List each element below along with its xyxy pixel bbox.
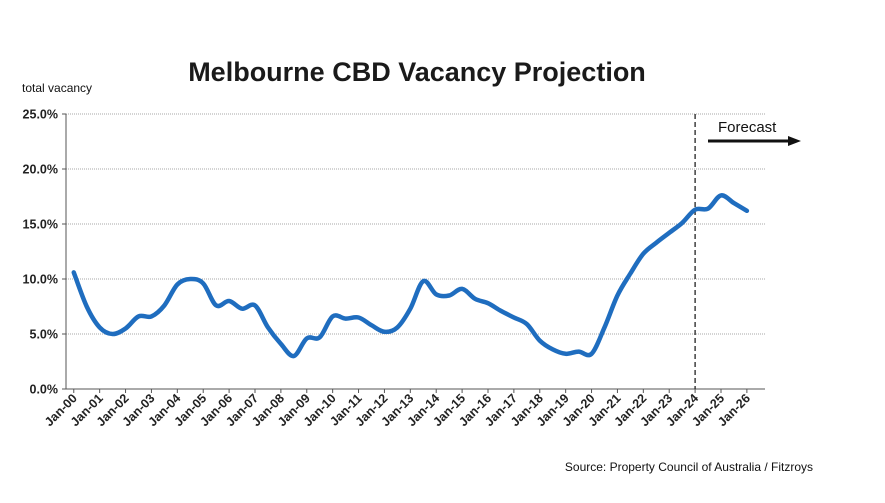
source-note: Source: Property Council of Australia / …: [565, 460, 813, 474]
y-tick-label: 15.0%: [23, 218, 58, 232]
forecast-label: Forecast: [718, 119, 777, 136]
vacancy-series-line: [71, 193, 750, 359]
x-axis-ticks: Jan-00Jan-01Jan-02Jan-03Jan-04Jan-05Jan-…: [42, 389, 753, 429]
y-tick-label: 5.0%: [30, 328, 59, 342]
y-axis-ticks: 0.0% 5.0% 10.0% 15.0% 20.0% 25.0%: [23, 108, 66, 397]
forecast-arrow-icon: [708, 136, 801, 146]
chart-title: Melbourne CBD Vacancy Projection: [188, 57, 646, 87]
y-tick-label: 10.0%: [23, 273, 58, 287]
y-tick-label: 25.0%: [23, 108, 58, 122]
y-axis-label: total vacancy: [22, 81, 92, 95]
x-axis: [65, 114, 765, 390]
y-tick-label: 20.0%: [23, 163, 58, 177]
y-tick-label: 0.0%: [30, 383, 59, 397]
